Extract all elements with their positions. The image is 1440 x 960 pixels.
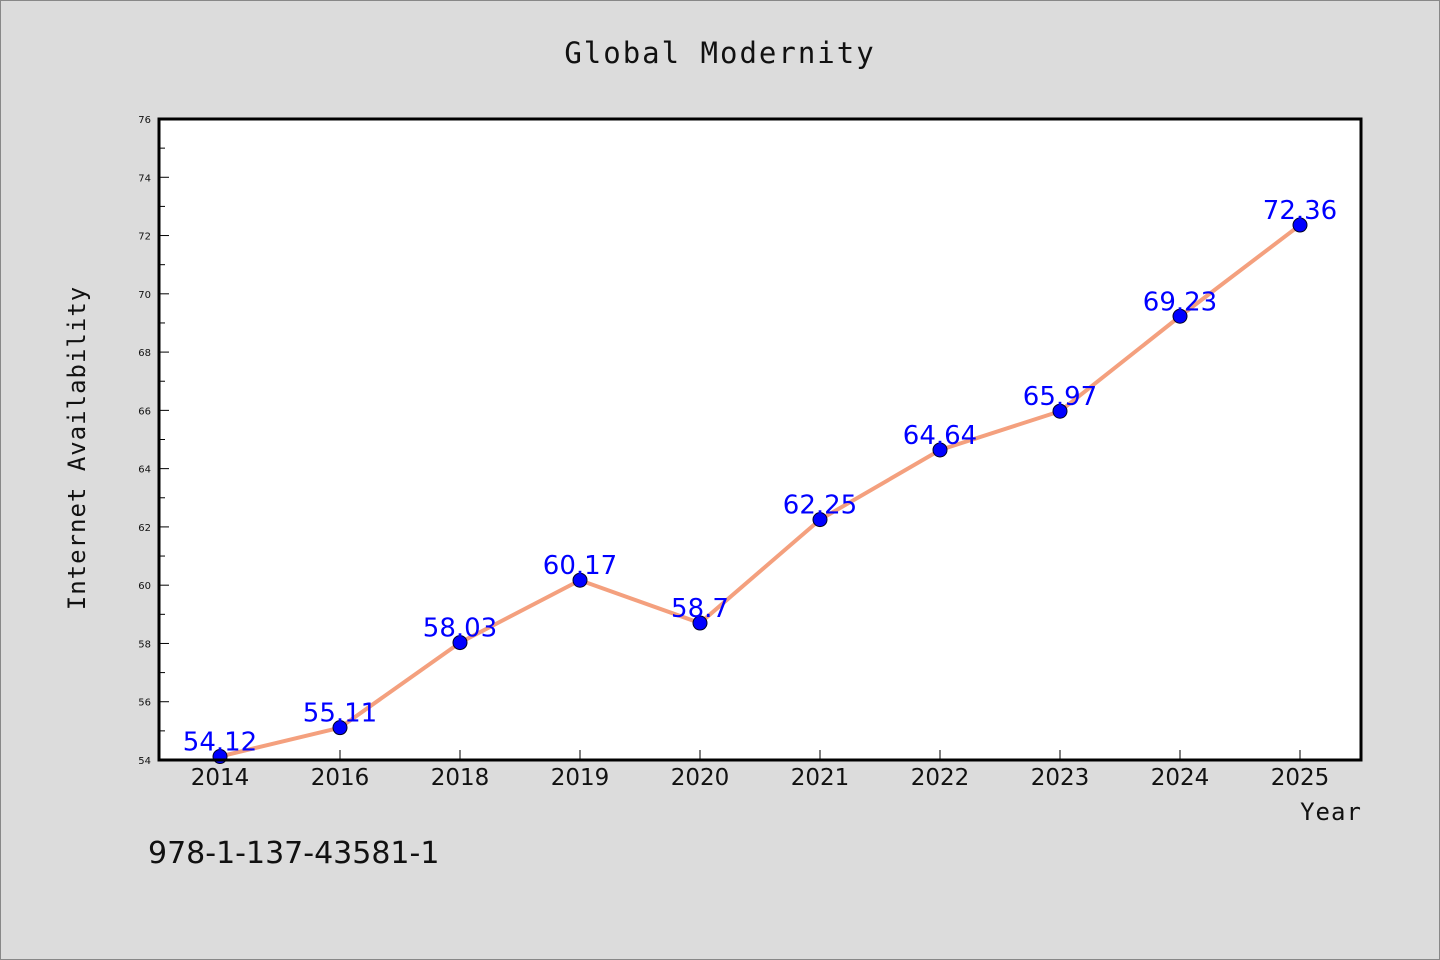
y-tick-label: 64 xyxy=(138,465,151,476)
x-tick-label: 2023 xyxy=(1031,765,1090,791)
series-line xyxy=(219,223,1302,759)
y-tick-label: 68 xyxy=(138,348,151,359)
x-axis: 2014 2016 2018 2019 2020 2021 2022 2023 2024 2025 xyxy=(191,750,1330,791)
x-tick-label: 2021 xyxy=(791,765,850,791)
data-point xyxy=(812,512,828,528)
data-point xyxy=(1172,308,1188,324)
y-tick-label: 74 xyxy=(138,173,151,184)
plot-border xyxy=(157,117,1363,762)
x-tick-label: 2024 xyxy=(1151,765,1210,791)
isbn-annotation: 978-1-137-43581-1 xyxy=(148,836,439,871)
series-markers xyxy=(212,217,1308,765)
y-tick-label: 70 xyxy=(138,290,151,301)
x-tick-label: 2025 xyxy=(1271,765,1330,791)
y-tick-label: 66 xyxy=(138,406,151,417)
y-tick-label: 76 xyxy=(138,115,151,126)
x-tick-label: 2020 xyxy=(671,765,730,791)
data-label: 72.36 xyxy=(1263,196,1337,226)
plot-background xyxy=(159,119,1361,760)
chart-title: Global Modernity xyxy=(564,36,875,70)
y-tick-label: 56 xyxy=(138,698,151,709)
data-label: 55.11 xyxy=(303,699,377,729)
data-point xyxy=(452,635,468,651)
data-label: 69.23 xyxy=(1143,287,1217,317)
data-label: 58.03 xyxy=(423,614,497,644)
y-tick-label: 58 xyxy=(138,639,151,650)
data-label: 54.12 xyxy=(183,728,257,758)
data-label: 64.64 xyxy=(903,421,977,451)
data-point xyxy=(932,442,948,458)
y-axis-label: Internet Availability xyxy=(63,286,91,610)
y-tick-label: 72 xyxy=(138,232,151,243)
x-tick-label: 2016 xyxy=(311,765,370,791)
x-tick-label: 2014 xyxy=(191,765,250,791)
data-label: 58.7 xyxy=(671,594,729,624)
data-point xyxy=(572,572,588,588)
data-labels: 54.12 55.11 58.03 60.17 58.7 62.25 64.64 65.97 6… xyxy=(183,196,1337,757)
data-point xyxy=(332,720,348,736)
y-axis: 54 56 58 60 62 64 66 68 70 72 74 76 xyxy=(138,115,169,767)
y-tick-label: 54 xyxy=(138,756,151,767)
y-tick-label: 60 xyxy=(138,581,151,592)
data-point xyxy=(1052,403,1068,419)
data-point xyxy=(692,615,708,631)
y-tick-label: 62 xyxy=(138,523,151,534)
x-tick-label: 2018 xyxy=(431,765,490,791)
data-point xyxy=(1292,217,1308,233)
x-tick-label: 2022 xyxy=(911,765,970,791)
x-axis-label: Year xyxy=(1300,798,1362,826)
x-tick-label: 2019 xyxy=(551,765,610,791)
data-label: 60.17 xyxy=(543,551,617,581)
data-label: 62.25 xyxy=(783,491,857,521)
data-label: 65.97 xyxy=(1023,382,1097,412)
